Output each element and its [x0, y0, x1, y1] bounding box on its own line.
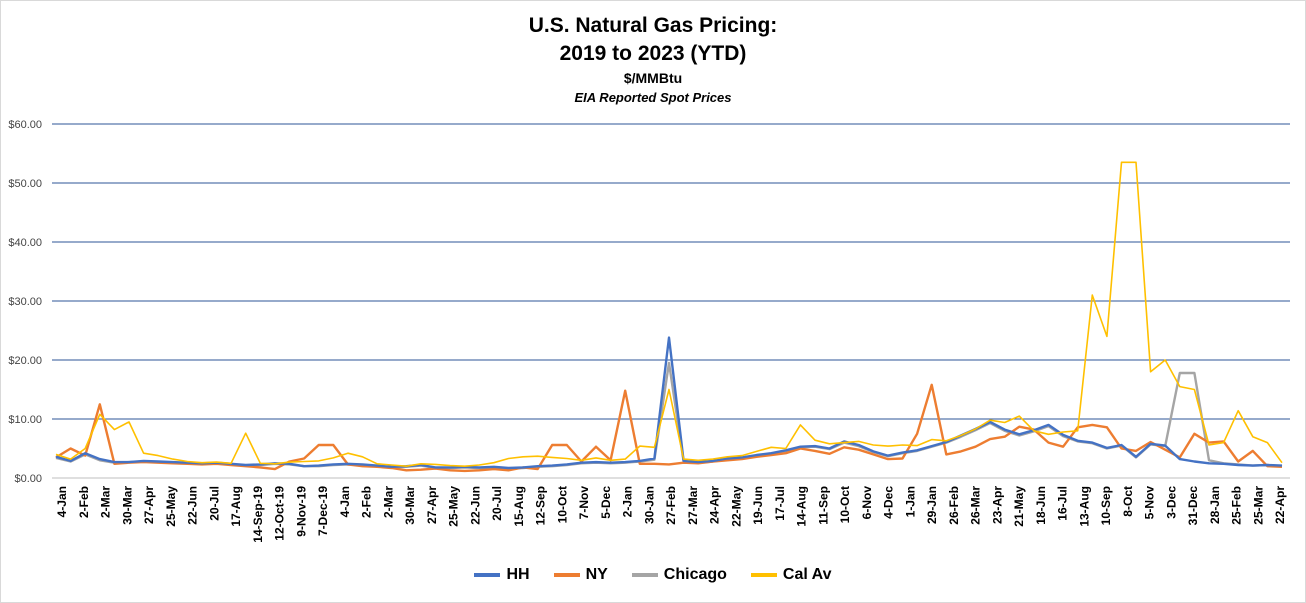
legend-swatch: [553, 573, 580, 577]
legend-item-hh: HH: [474, 566, 530, 584]
x-tick-label: 8-Oct: [1121, 486, 1135, 517]
y-tick-label: $20.00: [8, 355, 42, 367]
x-tick-label: 17-Jul: [773, 486, 787, 521]
x-tick-label: 20-Jul: [207, 486, 221, 521]
x-tick-label: 27-Apr: [425, 486, 439, 524]
series-line-hh: [55, 336, 1283, 470]
legend-swatch: [631, 573, 658, 577]
x-tick-label: 3-Dec: [1164, 486, 1178, 519]
x-tick-label: 4-Jan: [338, 486, 352, 517]
x-tick-label: 1-Jan: [903, 486, 917, 517]
y-tick-label: $30.00: [8, 296, 42, 308]
y-tick-label: $60.00: [8, 119, 42, 131]
x-tick-label: 22-Jun: [468, 486, 482, 525]
x-tick-label: 24-Apr: [708, 486, 722, 524]
x-tick-label: 7-Dec-19: [316, 486, 330, 536]
x-tick-label: 5-Nov: [1143, 486, 1157, 520]
x-tick-label: 19-Jun: [751, 486, 765, 525]
x-tick-label: 4-Dec: [882, 486, 896, 519]
x-tick-label: 17-Aug: [229, 486, 243, 527]
x-tick-label: 9-Nov-19: [294, 486, 308, 537]
x-tick-label: 26-Mar: [969, 486, 983, 525]
x-tick-label: 30-Mar: [120, 486, 134, 525]
x-tick-label: 22-Jun: [186, 486, 200, 525]
x-tick-label: 29-Jan: [925, 486, 939, 524]
x-tick-label: 31-Dec: [1186, 486, 1200, 526]
x-tick-label: 15-Aug: [512, 486, 526, 527]
x-tick-label: 30-Mar: [403, 486, 417, 525]
x-tick-label: 22-Apr: [1273, 486, 1287, 524]
x-tick-label: 30-Jan: [642, 486, 656, 524]
chart-subtitle-source: EIA Reported Spot Prices: [574, 90, 732, 105]
x-tick-label: 22-May: [729, 486, 743, 527]
y-tick-label: $40.00: [8, 237, 42, 249]
x-tick-label: 25-May: [164, 486, 178, 527]
x-tick-label: 23-Apr: [990, 486, 1004, 524]
chart-title-line2: 2019 to 2023 (YTD): [559, 42, 747, 65]
chart-subtitle: $/MMBtu: [623, 70, 683, 86]
x-tick-label: 2-Mar: [381, 486, 395, 518]
legend-item-ny: NY: [553, 566, 608, 584]
legend-label: NY: [585, 566, 608, 583]
legend: HH NY Chicago Cal Av: [0, 566, 1306, 584]
legend-label: Cal Av: [782, 566, 832, 583]
x-tick-label: 14-Aug: [795, 486, 809, 527]
x-tick-label: 12-Oct-19: [273, 486, 287, 541]
x-tick-label: 10-Oct: [838, 486, 852, 523]
x-tick-label: 6-Nov: [860, 486, 874, 520]
series-line-cal-av: [55, 161, 1283, 468]
y-tick-label: $0.00: [14, 473, 42, 485]
x-tick-label: 21-May: [1012, 486, 1026, 527]
y-tick-label: $10.00: [8, 414, 42, 426]
x-tick-label: 2-Feb: [360, 486, 374, 518]
x-tick-label: 7-Nov: [577, 486, 591, 520]
x-tick-label: 10-Sep: [1099, 486, 1113, 525]
x-tick-label: 27-Apr: [142, 486, 156, 524]
legend-item-cal-av: Cal Av: [750, 566, 832, 584]
x-tick-label: 14-Sep-19: [251, 486, 265, 543]
x-tick-label: 27-Feb: [664, 486, 678, 525]
series-line-ny: [55, 383, 1283, 473]
x-tick-label: 4-Jan: [55, 486, 69, 517]
y-tick-label: $50.00: [8, 178, 42, 190]
x-tick-label: 10-Oct: [555, 486, 569, 523]
legend-label: Chicago: [663, 566, 727, 583]
legend-item-chicago: Chicago: [631, 566, 727, 584]
x-tick-label: 27-Mar: [686, 486, 700, 525]
x-tick-label: 2-Feb: [77, 486, 91, 518]
chart-title: U.S. Natural Gas Pricing:: [528, 14, 778, 37]
x-tick-label: 13-Aug: [1077, 486, 1091, 527]
x-tick-label: 20-Jul: [490, 486, 504, 521]
legend-swatch: [474, 573, 501, 577]
x-tick-label: 11-Sep: [816, 486, 830, 525]
x-tick-label: 5-Dec: [599, 486, 613, 519]
x-tick-label: 16-Jul: [1056, 486, 1070, 521]
x-tick-label: 28-Jan: [1208, 486, 1222, 524]
x-tick-label: 25-May: [447, 486, 461, 527]
x-tick-label: 2-Jan: [621, 486, 635, 517]
x-tick-label: 25-Mar: [1251, 486, 1265, 525]
x-tick-label: 2-Mar: [99, 486, 113, 518]
x-tick-label: 25-Feb: [1230, 486, 1244, 525]
x-tick-label: 26-Feb: [947, 486, 961, 525]
x-tick-label: 12-Sep: [534, 486, 548, 525]
legend-swatch: [750, 573, 777, 577]
legend-label: HH: [506, 566, 530, 583]
series-line-chicago: [55, 361, 1283, 470]
x-tick-label: 18-Jun: [1034, 486, 1048, 525]
